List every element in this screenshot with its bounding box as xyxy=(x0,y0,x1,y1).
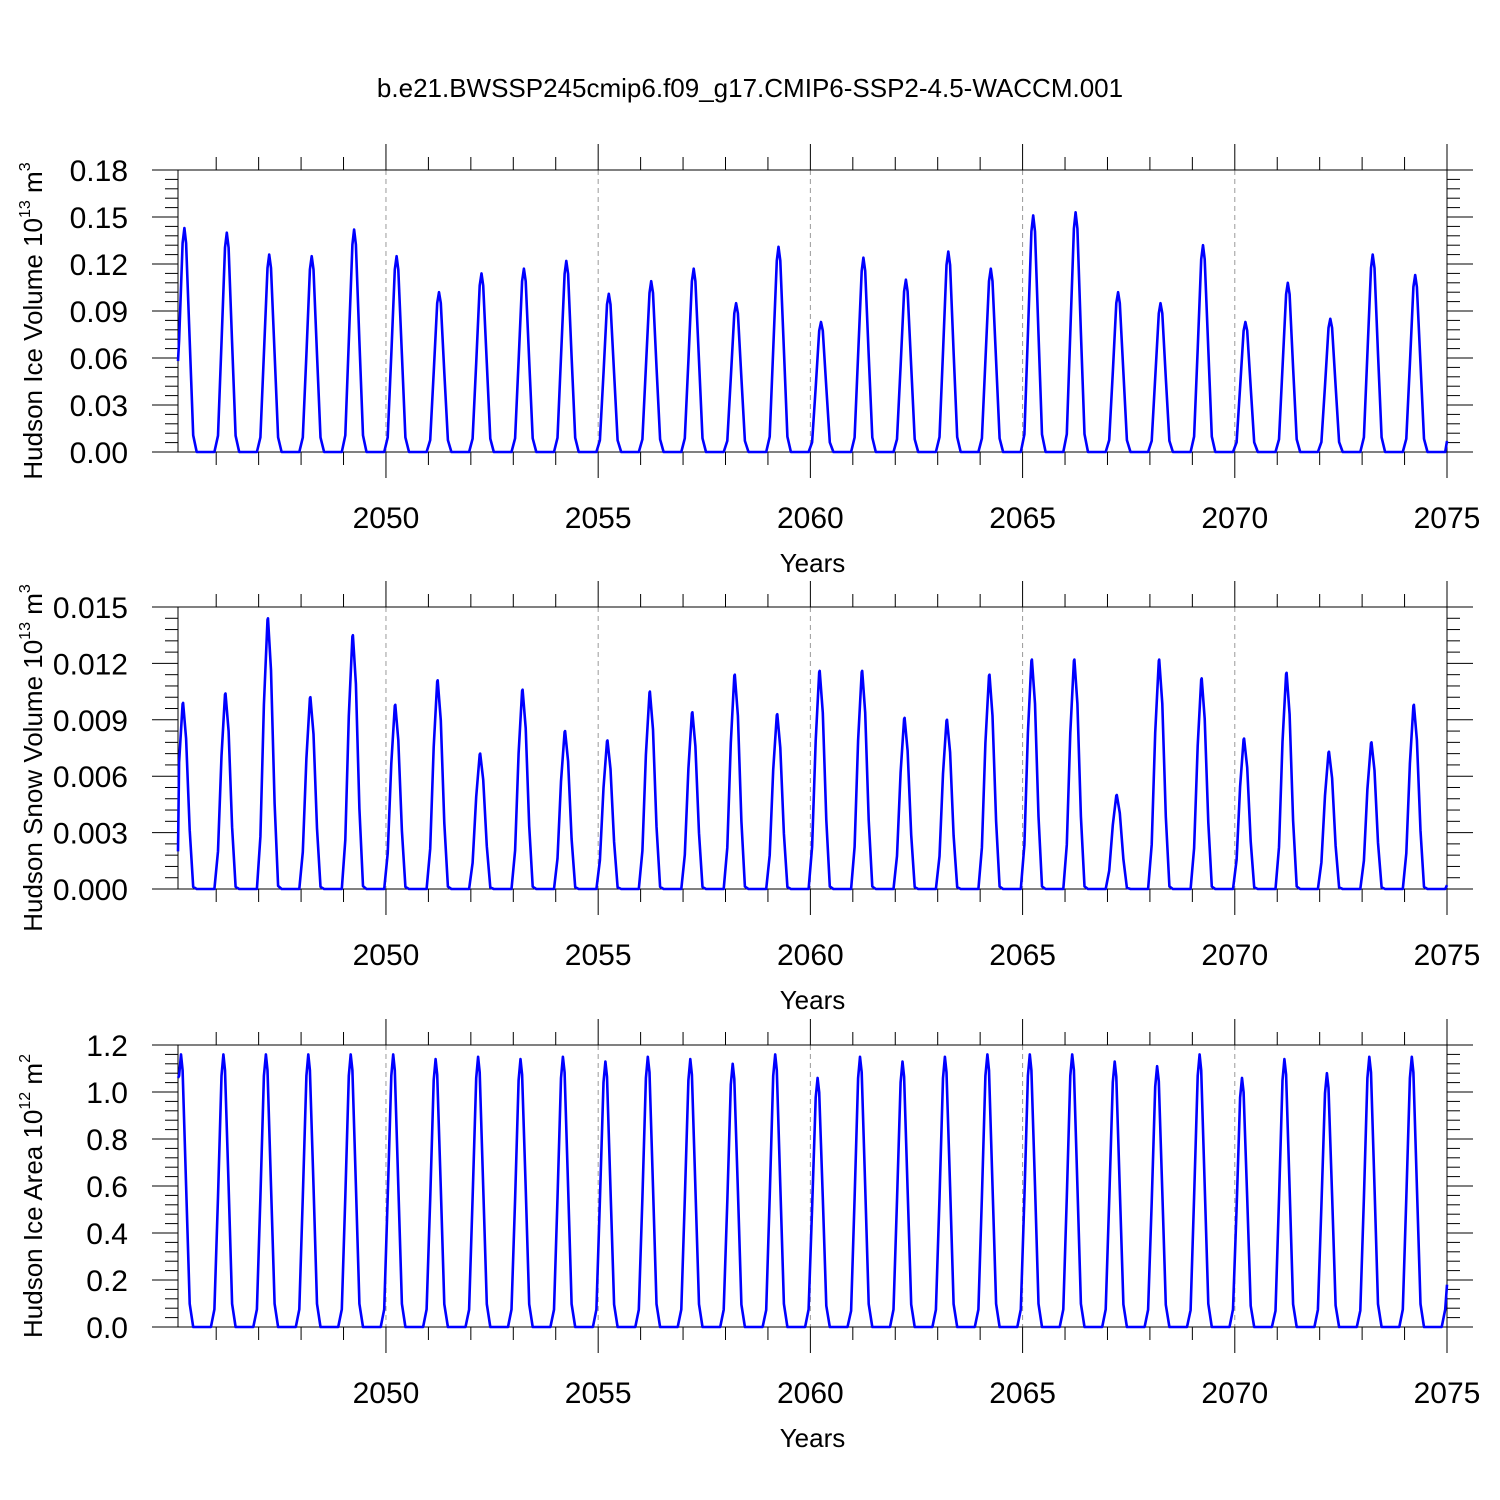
x-tick-label: 2055 xyxy=(565,1377,632,1410)
y-tick-label: 0.006 xyxy=(53,761,128,794)
y-tick-label: 0.03 xyxy=(70,390,128,423)
y-tick-label: 0.06 xyxy=(70,343,128,376)
x-tick-label: 2060 xyxy=(777,502,844,535)
x-tick-label: 2060 xyxy=(777,939,844,972)
y-tick-label: 0.8 xyxy=(86,1124,128,1157)
panels: 2050 2055 2060 2065 2070 2075 0.00 0.03 0.06 0.09… xyxy=(17,144,1480,1453)
plot-frame xyxy=(177,169,1448,453)
y-axis-label: Hudson Ice Volume 1013 m3 xyxy=(17,162,48,479)
chart-panel-2: 2050 2055 2060 2065 2070 2075 0.000 0.003 0.006 0… xyxy=(17,581,1480,1015)
chart-panel-3: 2050 2055 2060 2065 2070 2075 0.0 0.2 0.4 0.6 0.8 1… xyxy=(17,1019,1480,1453)
y-tick-label: 1.2 xyxy=(86,1030,128,1063)
plot-frame xyxy=(177,606,1448,890)
x-tick-label: 2055 xyxy=(565,939,632,972)
x-tick-label: 2075 xyxy=(1414,1377,1481,1410)
y-tick-label: 0.09 xyxy=(70,296,128,329)
y-tick-label: 0.0 xyxy=(86,1312,128,1345)
y-tick-label: 0.6 xyxy=(86,1171,128,1204)
x-tick-label: 2065 xyxy=(989,502,1056,535)
x-axis-label: Years xyxy=(780,1423,846,1453)
x-tick-label: 2070 xyxy=(1201,502,1268,535)
series-line xyxy=(176,1053,1449,1329)
y-axis-label: Hudson Snow Volume 1013 m3 xyxy=(17,584,48,932)
x-tick-label: 2055 xyxy=(565,502,632,535)
x-tick-label: 2060 xyxy=(777,1377,844,1410)
chart-panel-1: 2050 2055 2060 2065 2070 2075 0.00 0.03 0.06 0.09… xyxy=(17,144,1480,578)
x-tick-label: 2050 xyxy=(353,939,420,972)
x-tick-label: 2075 xyxy=(1414,939,1481,972)
x-tick-label: 2075 xyxy=(1414,502,1481,535)
y-axis-label: Hudson Ice Area 1012 m2 xyxy=(17,1054,48,1338)
y-tick-label: 0.15 xyxy=(70,202,128,235)
x-tick-label: 2050 xyxy=(353,1377,420,1410)
y-tick-label: 0.18 xyxy=(70,155,128,188)
y-tick-label: 0.12 xyxy=(70,249,128,282)
y-tick-label: 0.015 xyxy=(53,592,128,625)
y-tick-label: 0.2 xyxy=(86,1265,128,1298)
y-tick-label: 0.003 xyxy=(53,818,128,851)
x-axis-label: Years xyxy=(780,548,846,578)
x-tick-label: 2070 xyxy=(1201,1377,1268,1410)
x-tick-label: 2065 xyxy=(989,1377,1056,1410)
y-tick-label: 0.012 xyxy=(53,648,128,681)
x-tick-label: 2050 xyxy=(353,502,420,535)
x-tick-label: 2070 xyxy=(1201,939,1268,972)
x-axis-label: Years xyxy=(780,985,846,1015)
y-tick-label: 0.00 xyxy=(70,437,128,470)
series-line xyxy=(176,617,1449,891)
series-line xyxy=(176,211,1449,454)
y-tick-label: 0.000 xyxy=(53,874,128,907)
x-tick-label: 2065 xyxy=(989,939,1056,972)
chart-title: b.e21.BWSSP245cmip6.f09_g17.CMIP6-SSP2-4… xyxy=(377,73,1123,103)
y-tick-label: 0.4 xyxy=(86,1218,128,1251)
y-tick-label: 1.0 xyxy=(86,1077,128,1110)
y-tick-label: 0.009 xyxy=(53,705,128,738)
